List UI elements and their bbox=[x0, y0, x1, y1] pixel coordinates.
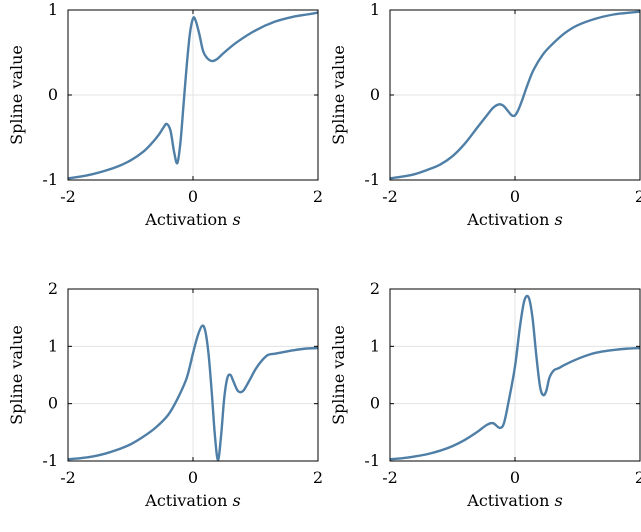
chart-panel-3: -2 0 2 -1 0 1 2 Activation s Spline value bbox=[7, 279, 323, 510]
x-axis-label: Activation s bbox=[466, 210, 562, 229]
y-tick-label: 1 bbox=[370, 0, 380, 19]
x-tick-label: 0 bbox=[510, 468, 520, 487]
chart-panel-2: -2 0 2 -1 0 1 Activation s Spline value bbox=[329, 0, 641, 229]
y-tick-label: 1 bbox=[48, 0, 58, 19]
x-axis-label: Activation s bbox=[144, 210, 240, 229]
x-axis-label-variable: s bbox=[555, 491, 563, 510]
y-tick-label: 0 bbox=[370, 85, 380, 104]
y-tick-label: -1 bbox=[42, 170, 58, 189]
x-tick-label: 2 bbox=[635, 187, 641, 206]
x-tick-label: -2 bbox=[60, 468, 76, 487]
y-tick-label: 1 bbox=[370, 336, 380, 355]
y-tick-label: 2 bbox=[370, 279, 380, 298]
y-tick-label: 2 bbox=[48, 279, 58, 298]
x-tick-label: -2 bbox=[60, 187, 76, 206]
y-axis-label: Spline value bbox=[329, 325, 348, 425]
y-tick-label: 0 bbox=[48, 394, 58, 413]
x-tick-label: 0 bbox=[188, 187, 198, 206]
x-tick-label: 0 bbox=[510, 187, 520, 206]
spline-series-line bbox=[68, 324, 318, 462]
x-axis-label: Activation s bbox=[466, 491, 562, 510]
x-axis-label-text: Activation bbox=[466, 210, 554, 229]
x-tick-label: 2 bbox=[313, 468, 323, 487]
x-axis-label: Activation s bbox=[144, 491, 240, 510]
x-axis-label-text: Activation bbox=[144, 491, 232, 510]
y-axis-label: Spline value bbox=[7, 325, 26, 425]
y-axis-label: Spline value bbox=[7, 45, 26, 145]
chart-panel-4: -2 0 2 -1 0 1 2 Activation s Spline value bbox=[329, 279, 641, 510]
y-axis-label: Spline value bbox=[329, 45, 348, 145]
y-tick-label: -1 bbox=[42, 451, 58, 470]
y-tick-label: -1 bbox=[364, 170, 380, 189]
y-tick-label: 1 bbox=[48, 336, 58, 355]
spline-series-line bbox=[68, 11, 318, 180]
y-tick-label: -1 bbox=[364, 451, 380, 470]
chart-panel-1: -2 0 2 -1 0 1 Activation s Spline value bbox=[7, 0, 323, 229]
x-tick-label: 2 bbox=[313, 187, 323, 206]
x-axis-label-text: Activation bbox=[466, 491, 554, 510]
x-axis-label-variable: s bbox=[233, 491, 241, 510]
x-axis-label-variable: s bbox=[233, 210, 241, 229]
spline-series-line bbox=[390, 10, 640, 180]
x-axis-label-variable: s bbox=[555, 210, 563, 229]
spline-series-line bbox=[390, 294, 640, 461]
x-axis-label-text: Activation bbox=[144, 210, 232, 229]
x-tick-label: 2 bbox=[635, 468, 641, 487]
x-tick-label: 0 bbox=[188, 468, 198, 487]
y-tick-label: 0 bbox=[370, 394, 380, 413]
y-tick-label: 0 bbox=[48, 85, 58, 104]
x-tick-label: -2 bbox=[382, 468, 398, 487]
x-tick-label: -2 bbox=[382, 187, 398, 206]
